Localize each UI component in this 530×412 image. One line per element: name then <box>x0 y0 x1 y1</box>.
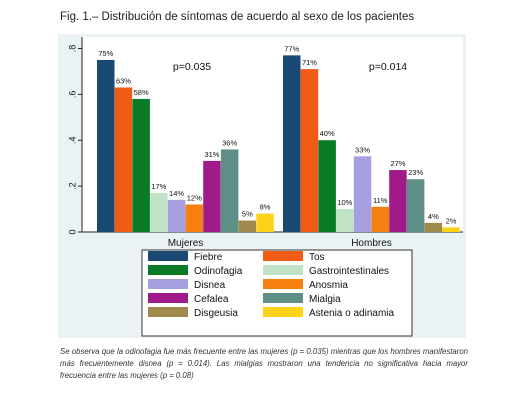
bar-value-label: 8% <box>260 203 271 212</box>
legend-swatch <box>148 307 188 317</box>
bar-value-label: 10% <box>337 198 352 207</box>
bar-cefalea <box>389 170 407 232</box>
figure-title: Fig. 1.– Distribución de síntomas de acu… <box>60 11 415 23</box>
legend-label: Mialgia <box>309 294 341 305</box>
bar-value-label: 11% <box>373 196 388 205</box>
bar-mialgia <box>220 149 239 232</box>
x-category-label: Hombres <box>351 238 392 249</box>
x-category-label: Mujeres <box>168 238 204 249</box>
legend-label: Anosmia <box>309 280 348 291</box>
p-value-label: p=0.035 <box>173 61 211 73</box>
bar-value-label: 58% <box>134 88 149 97</box>
bar-astenia-o-adinamia <box>256 213 274 232</box>
y-tick-label: .8 <box>67 45 77 53</box>
bar-gastrointestinales <box>336 209 354 232</box>
bar-tos <box>114 87 133 233</box>
bar-value-label: 63% <box>116 76 131 85</box>
bar-value-label: 17% <box>151 182 166 191</box>
bar-mialgia <box>406 179 425 232</box>
bar-cefalea <box>203 160 221 232</box>
legend-label: Gastrointestinales <box>309 266 389 277</box>
bar-value-label: 12% <box>187 193 202 202</box>
legend-swatch <box>148 279 188 289</box>
bar-disnea <box>353 156 372 232</box>
bar-value-label: 27% <box>390 159 405 168</box>
legend-swatch <box>148 293 188 303</box>
p-value-label: p=0.014 <box>369 61 407 73</box>
bar-anosmia <box>185 204 203 232</box>
legend-label: Fiebre <box>194 252 223 263</box>
bar-value-label: 40% <box>320 129 335 138</box>
bar-astenia-o-adinamia <box>442 227 460 232</box>
bar-value-label: 2% <box>446 216 457 225</box>
caption-text: Se observa que la odinofagia fue más fre… <box>60 347 468 380</box>
bar-fiebre <box>283 55 301 233</box>
legend-swatch <box>263 307 303 317</box>
legend-label: Tos <box>309 252 325 263</box>
y-tick-label: 0 <box>67 229 77 234</box>
figure-caption: Se observa que la odinofagia fue más fre… <box>60 346 468 382</box>
bar-tos <box>300 69 319 232</box>
bar-anosmia <box>371 206 389 232</box>
bar-value-label: 4% <box>428 212 439 221</box>
bar-odinofagia <box>318 140 336 232</box>
bar-value-label: 33% <box>355 145 370 154</box>
bar-value-label: 23% <box>408 168 423 177</box>
bar-value-label: 5% <box>242 210 253 219</box>
legend-label: Odinofagia <box>194 266 243 277</box>
bar-value-label: 14% <box>169 189 184 198</box>
y-tick-label: .4 <box>67 136 77 144</box>
bar-value-label: 31% <box>204 150 219 159</box>
bar-value-label: 71% <box>302 58 317 67</box>
legend-label: Disgeusia <box>194 308 238 319</box>
legend-swatch <box>263 251 303 261</box>
legend-swatch <box>148 265 188 275</box>
legend-swatch <box>263 265 303 275</box>
bar-odinofagia <box>132 98 150 232</box>
bar-value-label: 77% <box>284 44 299 53</box>
legend-label: Disnea <box>194 280 226 291</box>
legend-swatch <box>263 293 303 303</box>
legend-swatch <box>148 251 188 261</box>
legend-label: Cefalea <box>194 294 229 305</box>
bar-disgeusia <box>238 220 257 232</box>
bar-disnea <box>167 199 186 232</box>
bar-disgeusia <box>424 222 443 232</box>
bar-value-label: 75% <box>98 49 113 58</box>
bar-gastrointestinales <box>150 193 168 232</box>
legend-label: Astenia o adinamia <box>309 308 394 319</box>
legend-swatch <box>263 279 303 289</box>
y-tick-label: .6 <box>67 91 77 99</box>
bar-value-label: 36% <box>222 138 237 147</box>
bar-fiebre <box>97 59 115 232</box>
y-tick-label: .2 <box>67 182 77 190</box>
